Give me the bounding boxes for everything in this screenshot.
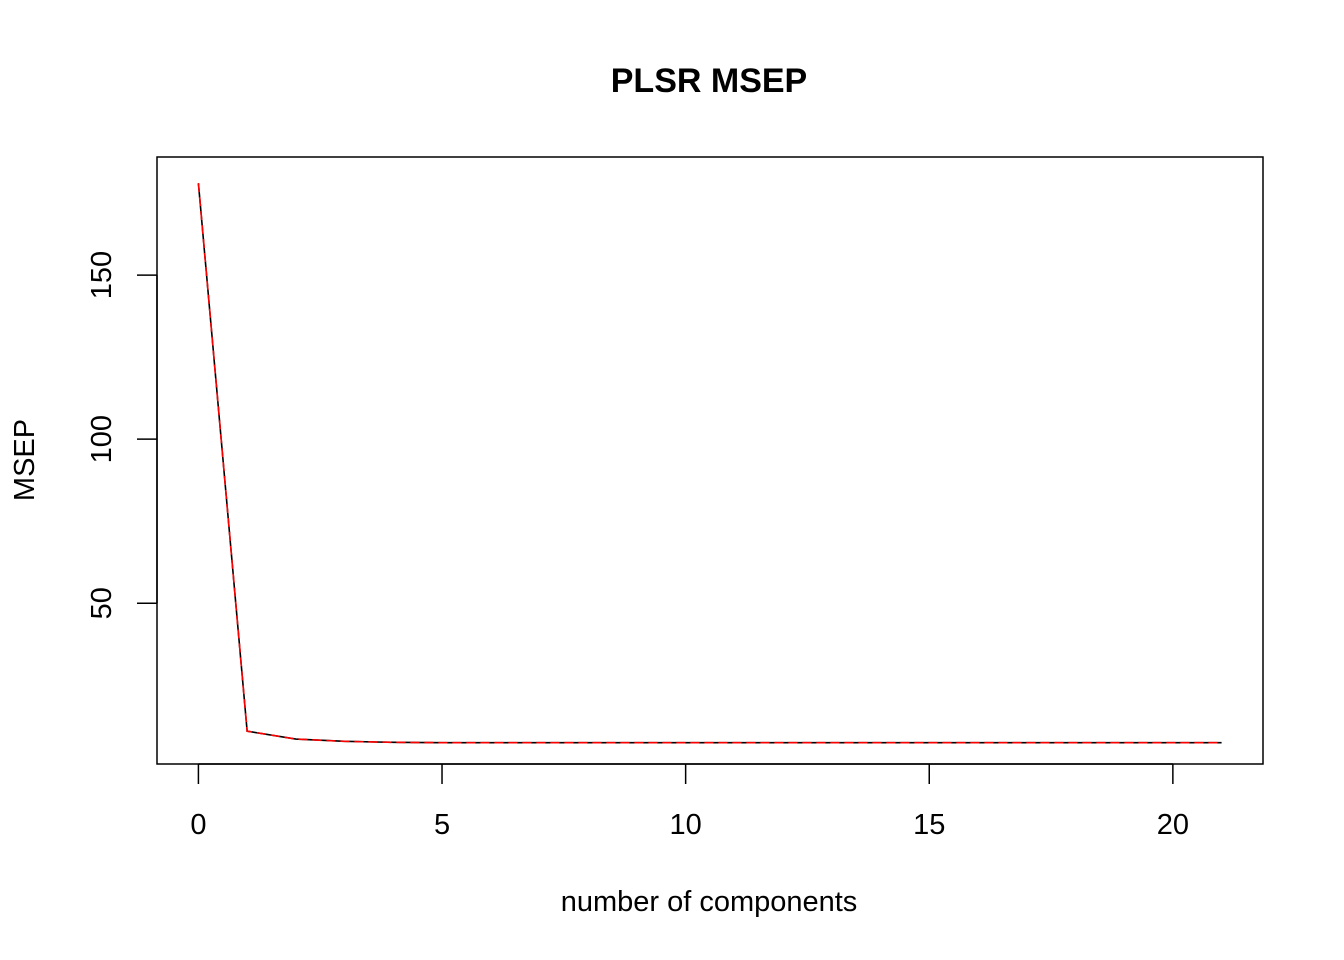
msep-series-line-dashed bbox=[197, 183, 1222, 744]
x-tick-label: 20 bbox=[1157, 809, 1189, 841]
y-tick-label: 50 bbox=[86, 587, 118, 619]
y-tick-label: 100 bbox=[86, 415, 118, 463]
chart-title: PLSR MSEP bbox=[611, 62, 807, 100]
msep-series-line bbox=[197, 183, 1222, 744]
plot-frame bbox=[156, 156, 1264, 765]
x-axis-label: number of components bbox=[561, 886, 858, 918]
x-tick-label: 15 bbox=[913, 809, 945, 841]
y-axis: 50 100 150 bbox=[86, 251, 158, 619]
y-axis-label: MSEP bbox=[9, 419, 41, 501]
x-axis: 0 5 10 15 20 bbox=[190, 763, 1189, 841]
series-layer bbox=[197, 183, 1222, 744]
x-tick-label: 5 bbox=[434, 809, 450, 841]
y-tick-label: 150 bbox=[86, 251, 118, 299]
x-tick-label: 0 bbox=[190, 809, 206, 841]
x-tick-label: 10 bbox=[670, 809, 702, 841]
